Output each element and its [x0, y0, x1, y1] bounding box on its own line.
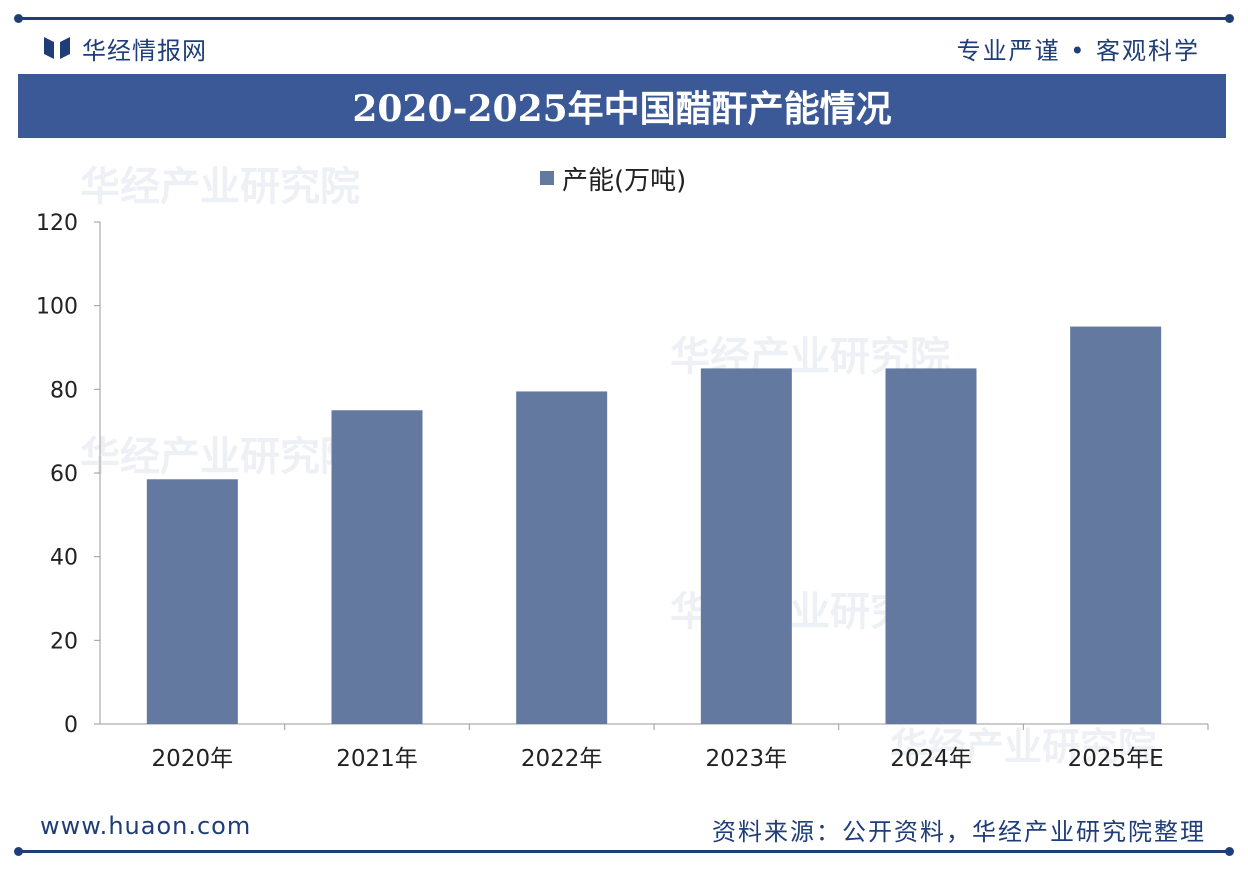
footer-url[interactable]: www.huaon.com — [40, 812, 252, 840]
y-tick-label: 60 — [50, 462, 78, 487]
x-tick-label: 2020年 — [152, 746, 234, 772]
brand: 华经情报网 — [42, 30, 207, 66]
x-tick-label: 2021年 — [336, 746, 418, 772]
bar — [146, 479, 238, 724]
y-tick-label: 120 — [36, 211, 78, 236]
y-tick-label: 40 — [50, 546, 78, 571]
y-tick-label: 0 — [64, 713, 78, 738]
x-tick-label: 2025年E — [1068, 746, 1164, 772]
bar — [331, 410, 423, 724]
x-tick-label: 2024年 — [890, 746, 972, 772]
y-tick-label: 20 — [50, 629, 78, 654]
x-tick-label: 2022年 — [521, 746, 603, 772]
legend-label: 产能(万吨) — [562, 165, 687, 196]
x-tick-label: 2023年 — [706, 746, 788, 772]
top-rule — [14, 14, 1234, 23]
brand-logo-icon — [44, 37, 70, 59]
footer-source: 资料来源：公开资料，华经产业研究院整理 — [712, 818, 1206, 846]
y-tick-label: 100 — [36, 295, 78, 320]
y-tick-label: 80 — [50, 378, 78, 403]
title-bar: 2020-2025年中国醋酐产能情况 — [18, 74, 1226, 138]
slogan: 专业严谨 • 客观科学 — [956, 36, 1200, 65]
brand-name: 华经情报网 — [82, 36, 207, 65]
bottom-rule — [14, 847, 1234, 856]
legend: 产能(万吨) — [540, 158, 686, 198]
bar — [516, 391, 608, 724]
bar — [1070, 326, 1162, 724]
bar — [885, 368, 977, 724]
legend-swatch — [540, 171, 554, 185]
chart-title: 2020-2025年中国醋酐产能情况 — [352, 88, 892, 130]
bar — [700, 368, 792, 724]
